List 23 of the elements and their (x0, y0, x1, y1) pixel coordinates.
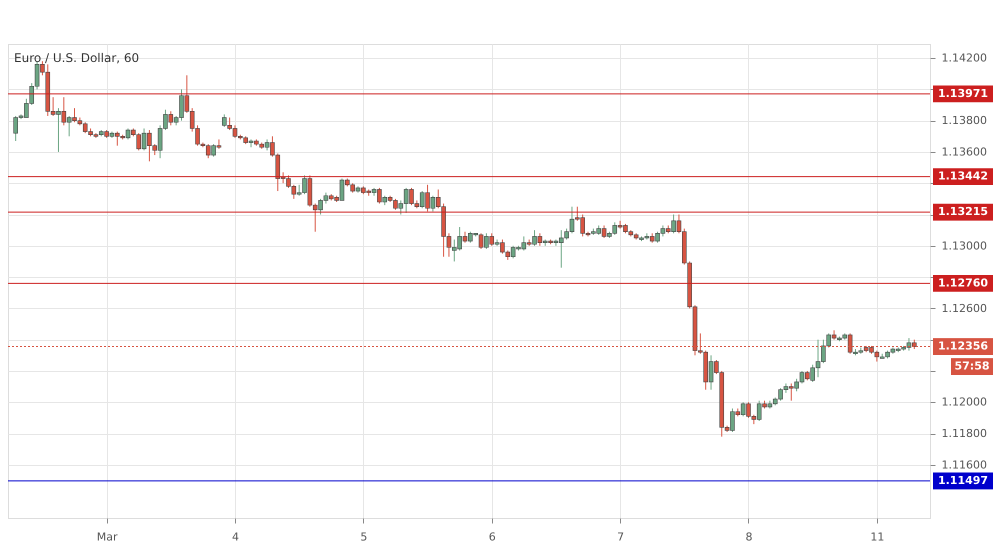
x-tick-label: 8 (745, 530, 752, 544)
y-tick-label: 1.13600 (942, 145, 987, 158)
y-tick-label: 1.12000 (942, 396, 987, 409)
x-tick-label: 6 (488, 530, 496, 544)
text: Euro / U.S. Dollar, 60 (14, 51, 140, 65)
ref-line-label: 1.13442 (938, 170, 988, 183)
ref-line-label: 1.13971 (938, 86, 988, 100)
x-tick-label: 7 (617, 530, 624, 544)
ref-line-label: 1.12356 (938, 340, 988, 353)
ref-line-label: 1.11497 (938, 474, 988, 487)
x-tick-label: 11 (870, 530, 884, 544)
y-tick-label: 1.12600 (942, 302, 987, 315)
x-tick-label: 4 (232, 530, 239, 544)
y-tick-label: 1.11600 (942, 458, 987, 472)
y-tick-label: 1.13000 (942, 239, 987, 252)
x-tick-label: Mar (96, 530, 118, 544)
x-tick-label: 5 (360, 530, 368, 544)
ref-line-label: 1.13215 (938, 205, 988, 218)
ref-line-label: 1.12760 (938, 276, 988, 290)
text: 57:58 (954, 360, 990, 373)
y-tick-label: 1.13800 (942, 114, 987, 128)
y-tick-label: 1.14200 (942, 52, 987, 65)
y-tick-label: 1.11800 (942, 427, 987, 440)
